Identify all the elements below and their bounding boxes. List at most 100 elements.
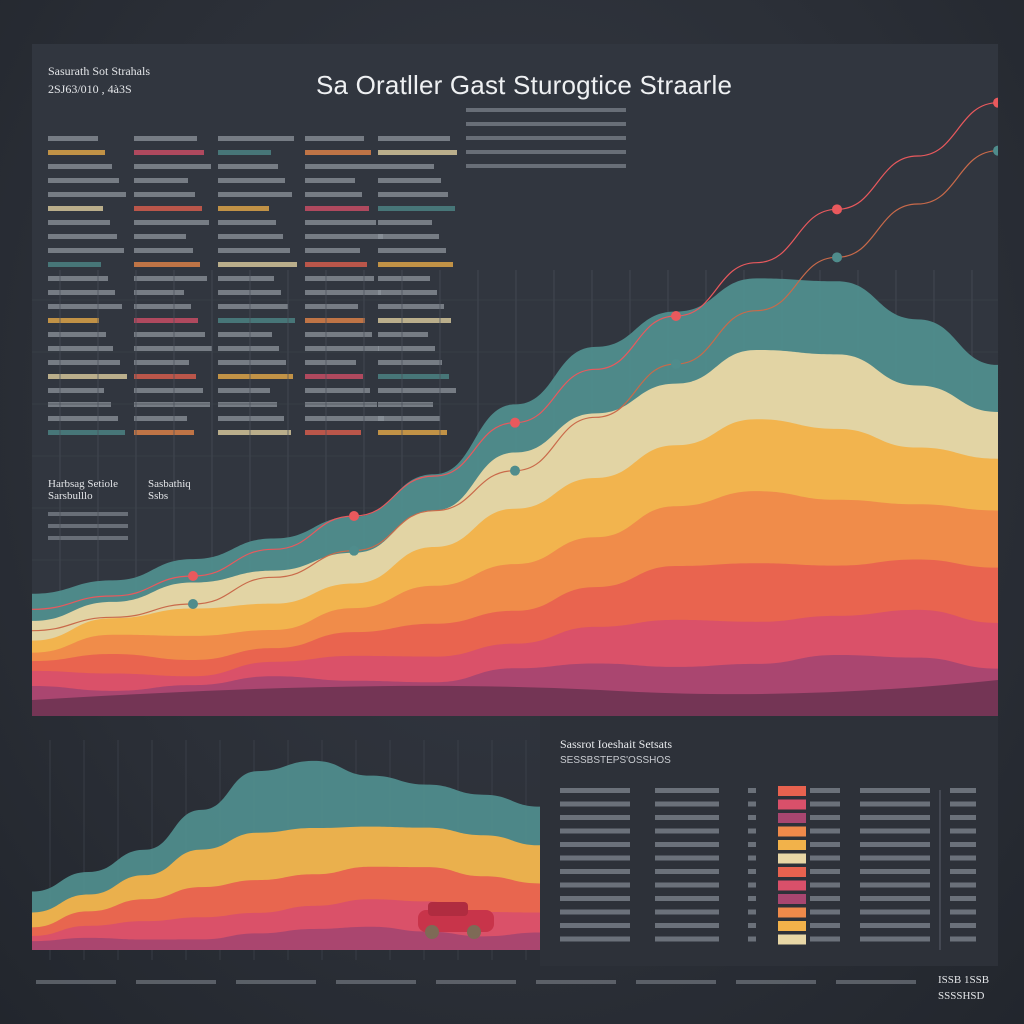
text-placeholder — [860, 801, 930, 807]
stacked-area-group — [32, 97, 998, 716]
text-placeholder — [305, 290, 381, 295]
text-placeholder — [950, 815, 976, 820]
text-placeholder — [218, 374, 293, 379]
text-placeholder — [134, 220, 209, 225]
text-placeholder — [218, 206, 269, 211]
text-placeholder — [860, 869, 930, 874]
text-placeholder — [305, 346, 379, 351]
text-placeholder — [810, 801, 840, 807]
text-placeholder — [48, 192, 126, 197]
text-placeholder — [48, 374, 127, 379]
car-wheel — [467, 925, 481, 939]
text-placeholder — [836, 980, 916, 984]
text-placeholder — [466, 164, 626, 168]
text-placeholder — [950, 842, 976, 847]
text-placeholder — [748, 923, 756, 928]
trend-marker — [993, 97, 998, 108]
table-color-swatch — [778, 853, 806, 864]
text-placeholder — [305, 178, 355, 183]
text-placeholder — [48, 164, 112, 169]
text-placeholder — [748, 855, 756, 861]
text-placeholder — [305, 220, 376, 225]
text-placeholder — [466, 150, 626, 154]
text-placeholder — [48, 388, 104, 393]
text-placeholder — [236, 980, 316, 984]
text-placeholder — [748, 842, 756, 847]
table-color-swatch — [778, 799, 806, 810]
text-placeholder — [860, 923, 930, 928]
text-placeholder — [860, 936, 930, 942]
text-placeholder — [218, 290, 281, 295]
text-placeholder — [378, 234, 439, 239]
text-placeholder — [810, 923, 840, 928]
text-placeholder — [305, 192, 362, 197]
text-placeholder — [218, 234, 283, 239]
text-placeholder — [748, 896, 756, 901]
text-placeholder — [134, 430, 194, 435]
text-placeholder — [860, 855, 930, 861]
text-placeholder — [305, 374, 363, 379]
text-placeholder — [748, 815, 756, 820]
text-placeholder — [810, 828, 840, 834]
text-placeholder — [48, 276, 108, 281]
text-placeholder — [134, 360, 189, 365]
text-placeholder — [218, 318, 295, 323]
text-placeholder — [48, 402, 111, 407]
mid-left-subheading-2: Ssbs — [148, 490, 169, 502]
trend-marker — [510, 417, 520, 428]
table-color-swatch — [778, 813, 806, 823]
text-placeholder — [860, 882, 930, 888]
text-placeholder — [536, 980, 616, 984]
text-placeholder — [378, 276, 430, 281]
text-placeholder — [560, 909, 630, 915]
text-placeholder — [560, 882, 630, 888]
text-placeholder — [218, 304, 288, 309]
text-placeholder — [218, 192, 292, 197]
text-placeholder — [560, 842, 630, 847]
bottom-right-value: SSSSHSD — [938, 990, 985, 1002]
text-placeholder — [378, 332, 428, 337]
text-placeholder — [218, 332, 272, 337]
text-placeholder — [560, 815, 630, 820]
text-placeholder — [860, 909, 930, 915]
text-placeholder — [305, 276, 374, 281]
table-color-swatch — [778, 786, 806, 796]
top-left-subheading: 2SJ63/010 , 4à3S — [48, 82, 132, 96]
text-placeholder — [134, 318, 198, 323]
trend-marker — [188, 571, 198, 581]
text-placeholder — [860, 842, 930, 847]
text-placeholder — [810, 896, 840, 901]
text-placeholder — [466, 108, 626, 112]
text-placeholder — [305, 416, 384, 421]
trend-marker — [188, 599, 198, 609]
trend-marker — [993, 145, 998, 156]
text-placeholder — [305, 402, 377, 407]
text-placeholder — [218, 276, 274, 281]
text-placeholder — [378, 388, 456, 393]
text-placeholder — [36, 980, 116, 984]
text-placeholder — [810, 788, 840, 793]
car-roof — [428, 902, 468, 916]
text-placeholder — [305, 248, 360, 253]
text-placeholder — [218, 150, 271, 155]
text-placeholder — [560, 855, 630, 861]
text-placeholder — [218, 136, 294, 141]
text-placeholder — [655, 801, 719, 807]
trend-marker — [832, 204, 842, 215]
text-placeholder — [748, 828, 756, 834]
text-placeholder — [378, 416, 440, 421]
text-placeholder — [378, 360, 442, 365]
text-placeholder — [218, 360, 286, 365]
text-placeholder — [218, 346, 279, 351]
text-placeholder — [810, 815, 840, 820]
text-placeholder — [466, 136, 626, 140]
trend-marker — [349, 545, 359, 556]
text-placeholder — [134, 192, 195, 197]
text-placeholder — [736, 980, 816, 984]
text-placeholder — [305, 360, 356, 365]
text-placeholder — [134, 374, 196, 379]
text-placeholder — [48, 150, 105, 155]
text-placeholder — [950, 923, 976, 928]
text-placeholder — [48, 262, 101, 267]
